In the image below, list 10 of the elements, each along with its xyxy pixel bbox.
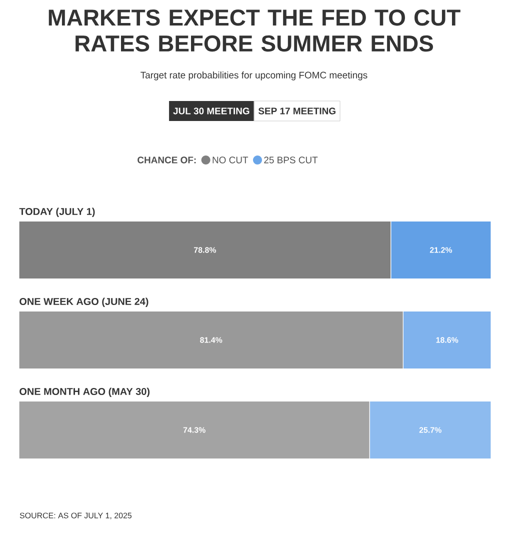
y-tick-label: ONE WEEK AGO (JUNE 24) <box>20 298 148 307</box>
text: SEP 17 MEETING <box>258 108 336 114</box>
text: JUL 30 MEETING <box>173 108 250 114</box>
chart-subtitle: Target rate probabilities for upcoming FOMC meetings <box>140 72 368 80</box>
legend-title: CHANCE OF: <box>138 156 196 164</box>
legend-label: NO CUT <box>212 156 248 164</box>
chart-title: MARKETS EXPECT THE FED TO CUT RATES BEFORE SUMMER ENDS <box>48 10 460 52</box>
legend-label: 25 BPS CUT <box>264 156 318 164</box>
y-tick-label: TODAY (JULY 1) <box>19 208 95 217</box>
y-tick-label: ONE MONTH AGO (MAY 30) <box>20 388 150 397</box>
